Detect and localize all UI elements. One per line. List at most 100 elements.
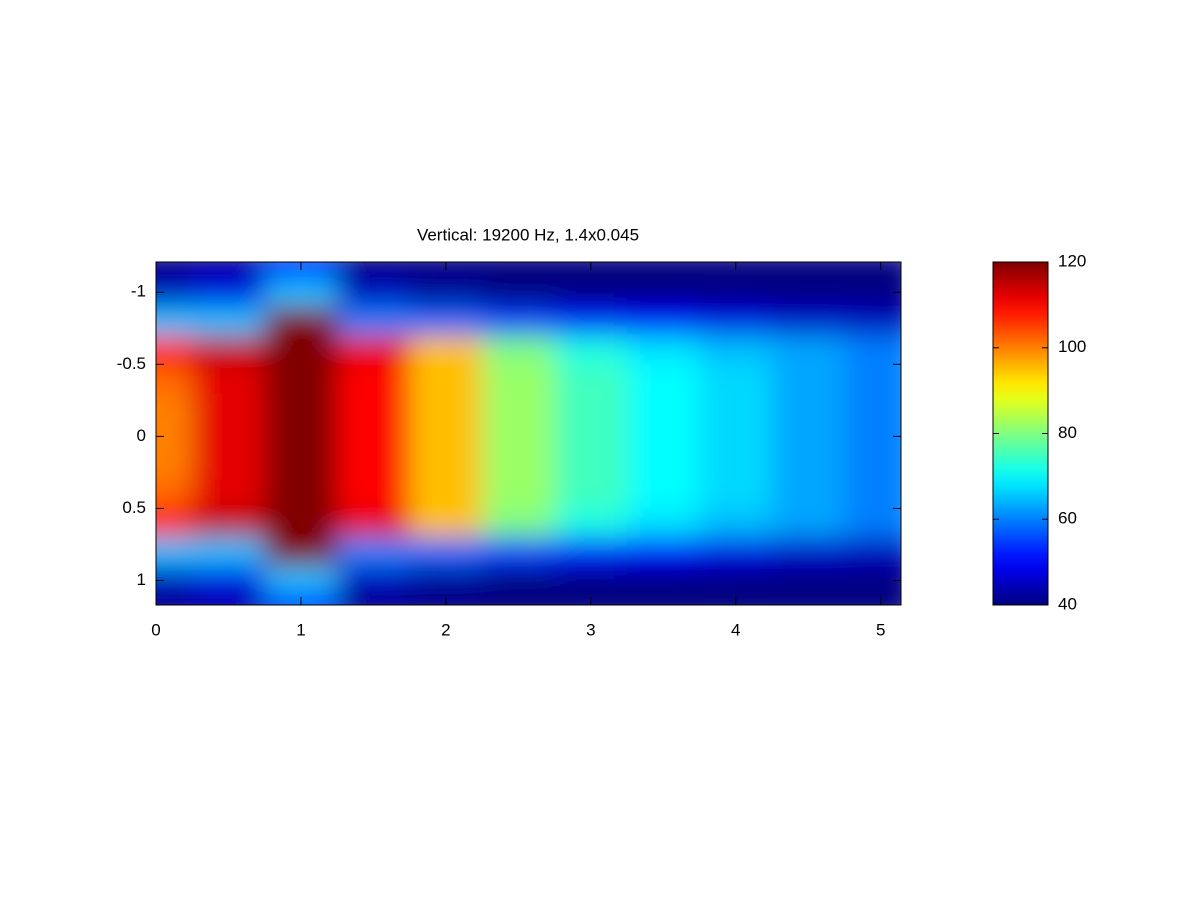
heat-cell [554,566,628,596]
heat-cell [482,277,556,308]
heat-cell [409,508,483,538]
heat-cell [627,508,701,538]
colorbar-tick-label: 60 [1058,509,1077,528]
heat-cell [192,393,266,423]
heat-cell [264,306,338,336]
heat-cell [627,421,701,452]
heat-cell [844,594,901,605]
heat-cell [772,537,845,567]
heat-cell [699,277,773,308]
heat-cell [337,262,411,279]
heat-cell [264,450,338,481]
heat-cell [844,364,901,394]
heat-cell [337,306,411,336]
heat-cell [156,364,193,394]
colorbar-tick-label: 120 [1058,251,1086,270]
heat-cell [264,364,338,394]
heat-cell [337,393,411,423]
heat-cell [192,537,266,567]
colorbar [992,261,1049,606]
x-tick-label: 4 [731,620,740,639]
heat-cell [772,421,845,452]
colorbar-tick-label: 80 [1058,423,1077,442]
heat-cell [844,450,901,481]
heat-cell [482,335,556,365]
heat-cell [192,262,266,279]
heat-cell [192,594,266,605]
heat-cell [337,537,411,567]
heat-cell [844,335,901,365]
x-tick-label: 1 [296,620,305,639]
heat-cell [482,306,556,336]
heat-cell [554,421,628,452]
heat-cell [554,364,628,394]
heat-cell [192,566,266,596]
heat-cell [554,277,628,308]
heat-cell [627,450,701,481]
heat-cell [627,262,701,279]
heat-cell [554,450,628,481]
heat-cell [156,335,193,365]
heat-cell [699,306,773,336]
heat-cell [772,450,845,481]
heat-cell [627,566,701,596]
chart-title: Vertical: 19200 Hz, 1.4x0.045 [417,225,639,244]
heat-cell [699,262,773,279]
heat-cell [192,364,266,394]
heat-cell [192,277,266,308]
heat-cell [409,262,483,279]
heat-cell [772,364,845,394]
heat-cell [772,277,845,308]
heat-cell [627,537,701,567]
y-tick-label: -1 [131,282,146,301]
heat-cell [482,393,556,423]
y-tick-label: -0.5 [117,354,146,373]
plot-frame [155,261,902,606]
heat-cell [337,508,411,538]
heat-cell [844,566,901,596]
heat-cell [192,421,266,452]
heat-cell [554,508,628,538]
heat-cell [337,421,411,452]
y-tick-label: 1 [137,570,146,589]
heat-cell [156,306,193,336]
heat-cell [772,306,845,336]
heat-cell [264,537,338,567]
heat-cell [264,393,338,423]
heat-cell [627,479,701,509]
y-tick-label: 0 [137,426,146,445]
x-tick-label: 5 [876,620,885,639]
heat-cell [192,508,266,538]
heat-cell [627,335,701,365]
heat-cell [844,479,901,509]
heat-cell [156,262,193,279]
colorbar-tick-label: 100 [1058,337,1086,356]
heat-cell [264,335,338,365]
heat-cell [409,479,483,509]
heat-cell [772,262,845,279]
heat-cell [844,277,901,308]
heat-cell [409,450,483,481]
heat-cell [409,364,483,394]
heat-cell [156,450,193,481]
heat-cell [156,479,193,509]
heat-cell [772,508,845,538]
heat-cell [554,537,628,567]
heat-cell [554,393,628,423]
x-tick-label: 0 [151,620,160,639]
heat-cell [627,393,701,423]
heat-cell [156,594,193,605]
heat-cell [482,262,556,279]
heat-cell [482,421,556,452]
heat-cell [627,277,701,308]
heat-cell [699,508,773,538]
heat-cell [192,479,266,509]
heat-cell [409,421,483,452]
heat-cell [844,537,901,567]
heat-cell [482,537,556,567]
heat-cell [337,450,411,481]
heat-cell [699,537,773,567]
heatmap-cells [156,262,901,605]
heat-cell [482,566,556,596]
